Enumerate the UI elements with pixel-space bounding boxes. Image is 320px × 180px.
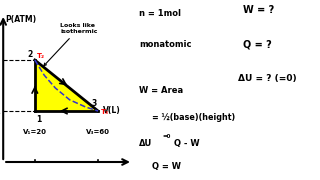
Text: n = 1mol: n = 1mol xyxy=(140,9,181,18)
Text: P₁=1: P₁=1 xyxy=(0,107,1,116)
Text: P(ATM): P(ATM) xyxy=(5,15,37,24)
Text: monatomic: monatomic xyxy=(140,40,192,49)
Text: = ½(base)(height): = ½(base)(height) xyxy=(152,113,236,122)
Text: W = Area: W = Area xyxy=(140,86,184,95)
Text: Looks like
isothermic: Looks like isothermic xyxy=(44,23,98,66)
Text: P₂=2: P₂=2 xyxy=(0,55,1,64)
Text: V₁=20: V₁=20 xyxy=(23,129,47,135)
Text: 1: 1 xyxy=(36,114,42,123)
Text: 2: 2 xyxy=(27,50,32,59)
Text: W = ?: W = ? xyxy=(244,5,275,15)
Text: ΔU = ? (=0): ΔU = ? (=0) xyxy=(238,74,297,83)
Text: V₃=60: V₃=60 xyxy=(86,129,110,135)
Text: Q = W: Q = W xyxy=(152,162,181,171)
Text: 3: 3 xyxy=(91,99,97,108)
Text: T₃: T₃ xyxy=(100,109,108,115)
Text: V(L): V(L) xyxy=(103,107,121,116)
Text: T₂: T₂ xyxy=(37,53,45,59)
Text: ΔU: ΔU xyxy=(140,139,153,148)
Text: Q = ?: Q = ? xyxy=(244,40,272,50)
Text: =0: =0 xyxy=(162,134,171,139)
Polygon shape xyxy=(35,60,98,111)
Text: Q - W: Q - W xyxy=(174,139,200,148)
